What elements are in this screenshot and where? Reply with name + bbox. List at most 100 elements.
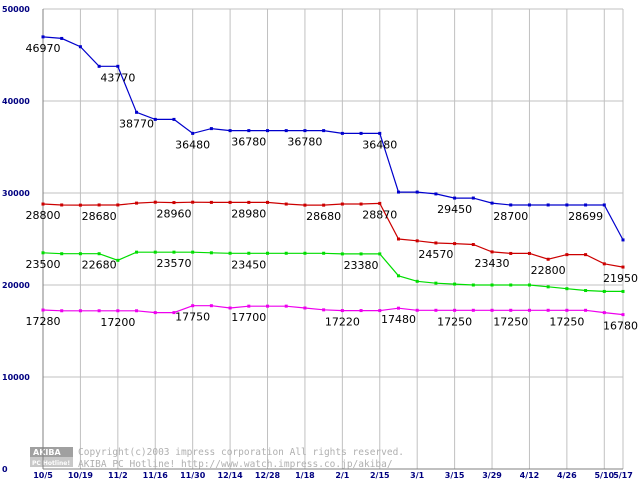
data-point — [359, 252, 363, 256]
data-point — [78, 252, 82, 256]
data-label: 36480 — [362, 138, 397, 151]
data-point — [41, 251, 45, 255]
data-point — [396, 306, 400, 310]
series — [41, 35, 625, 317]
x-tick-label: 4/12 — [520, 471, 540, 480]
data-point — [434, 308, 438, 312]
data-label: 28980 — [231, 207, 266, 220]
copyright-line-1: Copyright(c)2003 impress corporation All… — [78, 447, 404, 458]
data-point — [116, 258, 120, 262]
axes: 0 10000 20000 30000 40000 50000 10/5 10/19 11/2 1… — [2, 5, 633, 480]
data-point — [415, 239, 419, 243]
data-point — [602, 311, 606, 315]
data-label: 28680 — [306, 210, 341, 223]
data-point — [546, 285, 550, 289]
data-point — [434, 192, 438, 196]
data-label: 23450 — [231, 258, 266, 271]
data-point — [453, 282, 457, 286]
data-label: 28960 — [156, 208, 191, 221]
data-point — [135, 201, 139, 205]
data-point — [97, 309, 101, 313]
copyright-watermark: AKIBA PC Hotline! Copyright(c)2003 impre… — [30, 447, 404, 470]
data-point — [191, 131, 195, 135]
data-point — [60, 309, 64, 313]
data-point — [378, 309, 382, 313]
data-point — [490, 250, 494, 254]
data-point — [584, 308, 588, 312]
data-point — [322, 308, 326, 312]
data-label: 23430 — [475, 257, 510, 270]
data-point — [284, 129, 288, 133]
data-point — [247, 200, 251, 204]
data-point — [359, 309, 363, 313]
data-point — [322, 129, 326, 133]
data-label: 36780 — [231, 136, 266, 149]
data-point — [322, 203, 326, 207]
x-tick-label: 10/5 — [33, 471, 53, 480]
data-point — [116, 309, 120, 313]
data-point — [471, 196, 475, 200]
data-point — [546, 257, 550, 261]
data-label: 36780 — [287, 136, 322, 149]
data-point — [509, 203, 513, 207]
data-point — [527, 283, 531, 287]
data-point — [340, 131, 344, 135]
data-point — [191, 250, 195, 254]
series-line-2 — [42, 251, 623, 292]
data-point — [378, 131, 382, 135]
x-tick-label: 12/14 — [218, 471, 244, 480]
x-tick-label: 11/30 — [180, 471, 206, 480]
data-point — [322, 251, 326, 255]
data-point — [471, 308, 475, 312]
data-point — [172, 250, 176, 254]
data-point — [527, 251, 531, 255]
data-label: 17280 — [26, 315, 61, 328]
data-label: 17750 — [175, 311, 210, 324]
y-tick-label: 40000 — [2, 97, 30, 106]
data-point — [303, 306, 307, 310]
data-label: 22680 — [82, 259, 117, 272]
data-point — [284, 304, 288, 308]
y-tick-label: 30000 — [2, 189, 30, 198]
data-label: 17250 — [493, 315, 528, 328]
data-point — [228, 129, 232, 133]
data-point — [209, 127, 213, 131]
data-point — [340, 252, 344, 256]
data-point — [228, 306, 232, 310]
data-point — [97, 64, 101, 68]
data-point — [340, 202, 344, 206]
data-point — [415, 308, 419, 312]
data-point — [453, 242, 457, 246]
data-point — [303, 129, 307, 133]
data-point — [303, 251, 307, 255]
x-tick-label: 3/29 — [482, 471, 502, 480]
data-point — [135, 250, 139, 254]
data-point — [621, 313, 625, 317]
data-label: 28800 — [26, 209, 61, 222]
data-point — [60, 36, 64, 40]
data-point — [209, 304, 213, 308]
series-line-0 — [42, 36, 624, 241]
data-point — [41, 202, 45, 206]
logo-top-text: AKIBA — [33, 448, 61, 457]
data-point — [584, 203, 588, 207]
data-point — [78, 45, 82, 49]
data-point — [602, 289, 606, 293]
data-point — [41, 35, 45, 39]
data-point — [78, 309, 82, 313]
data-point — [546, 308, 550, 312]
x-tick-label: 10/19 — [68, 471, 94, 480]
data-label: 28680 — [82, 210, 117, 223]
data-point — [41, 308, 45, 312]
data-label: 17220 — [325, 316, 360, 329]
data-label: 23500 — [26, 258, 61, 271]
data-point — [471, 243, 475, 247]
data-point — [172, 201, 176, 205]
data-point — [396, 190, 400, 194]
akiba-logo: AKIBA PC Hotline! — [30, 447, 73, 467]
data-point — [116, 64, 120, 68]
x-tick-label: 3/15 — [445, 471, 465, 480]
data-label: 17700 — [231, 311, 266, 324]
data-point — [97, 203, 101, 207]
